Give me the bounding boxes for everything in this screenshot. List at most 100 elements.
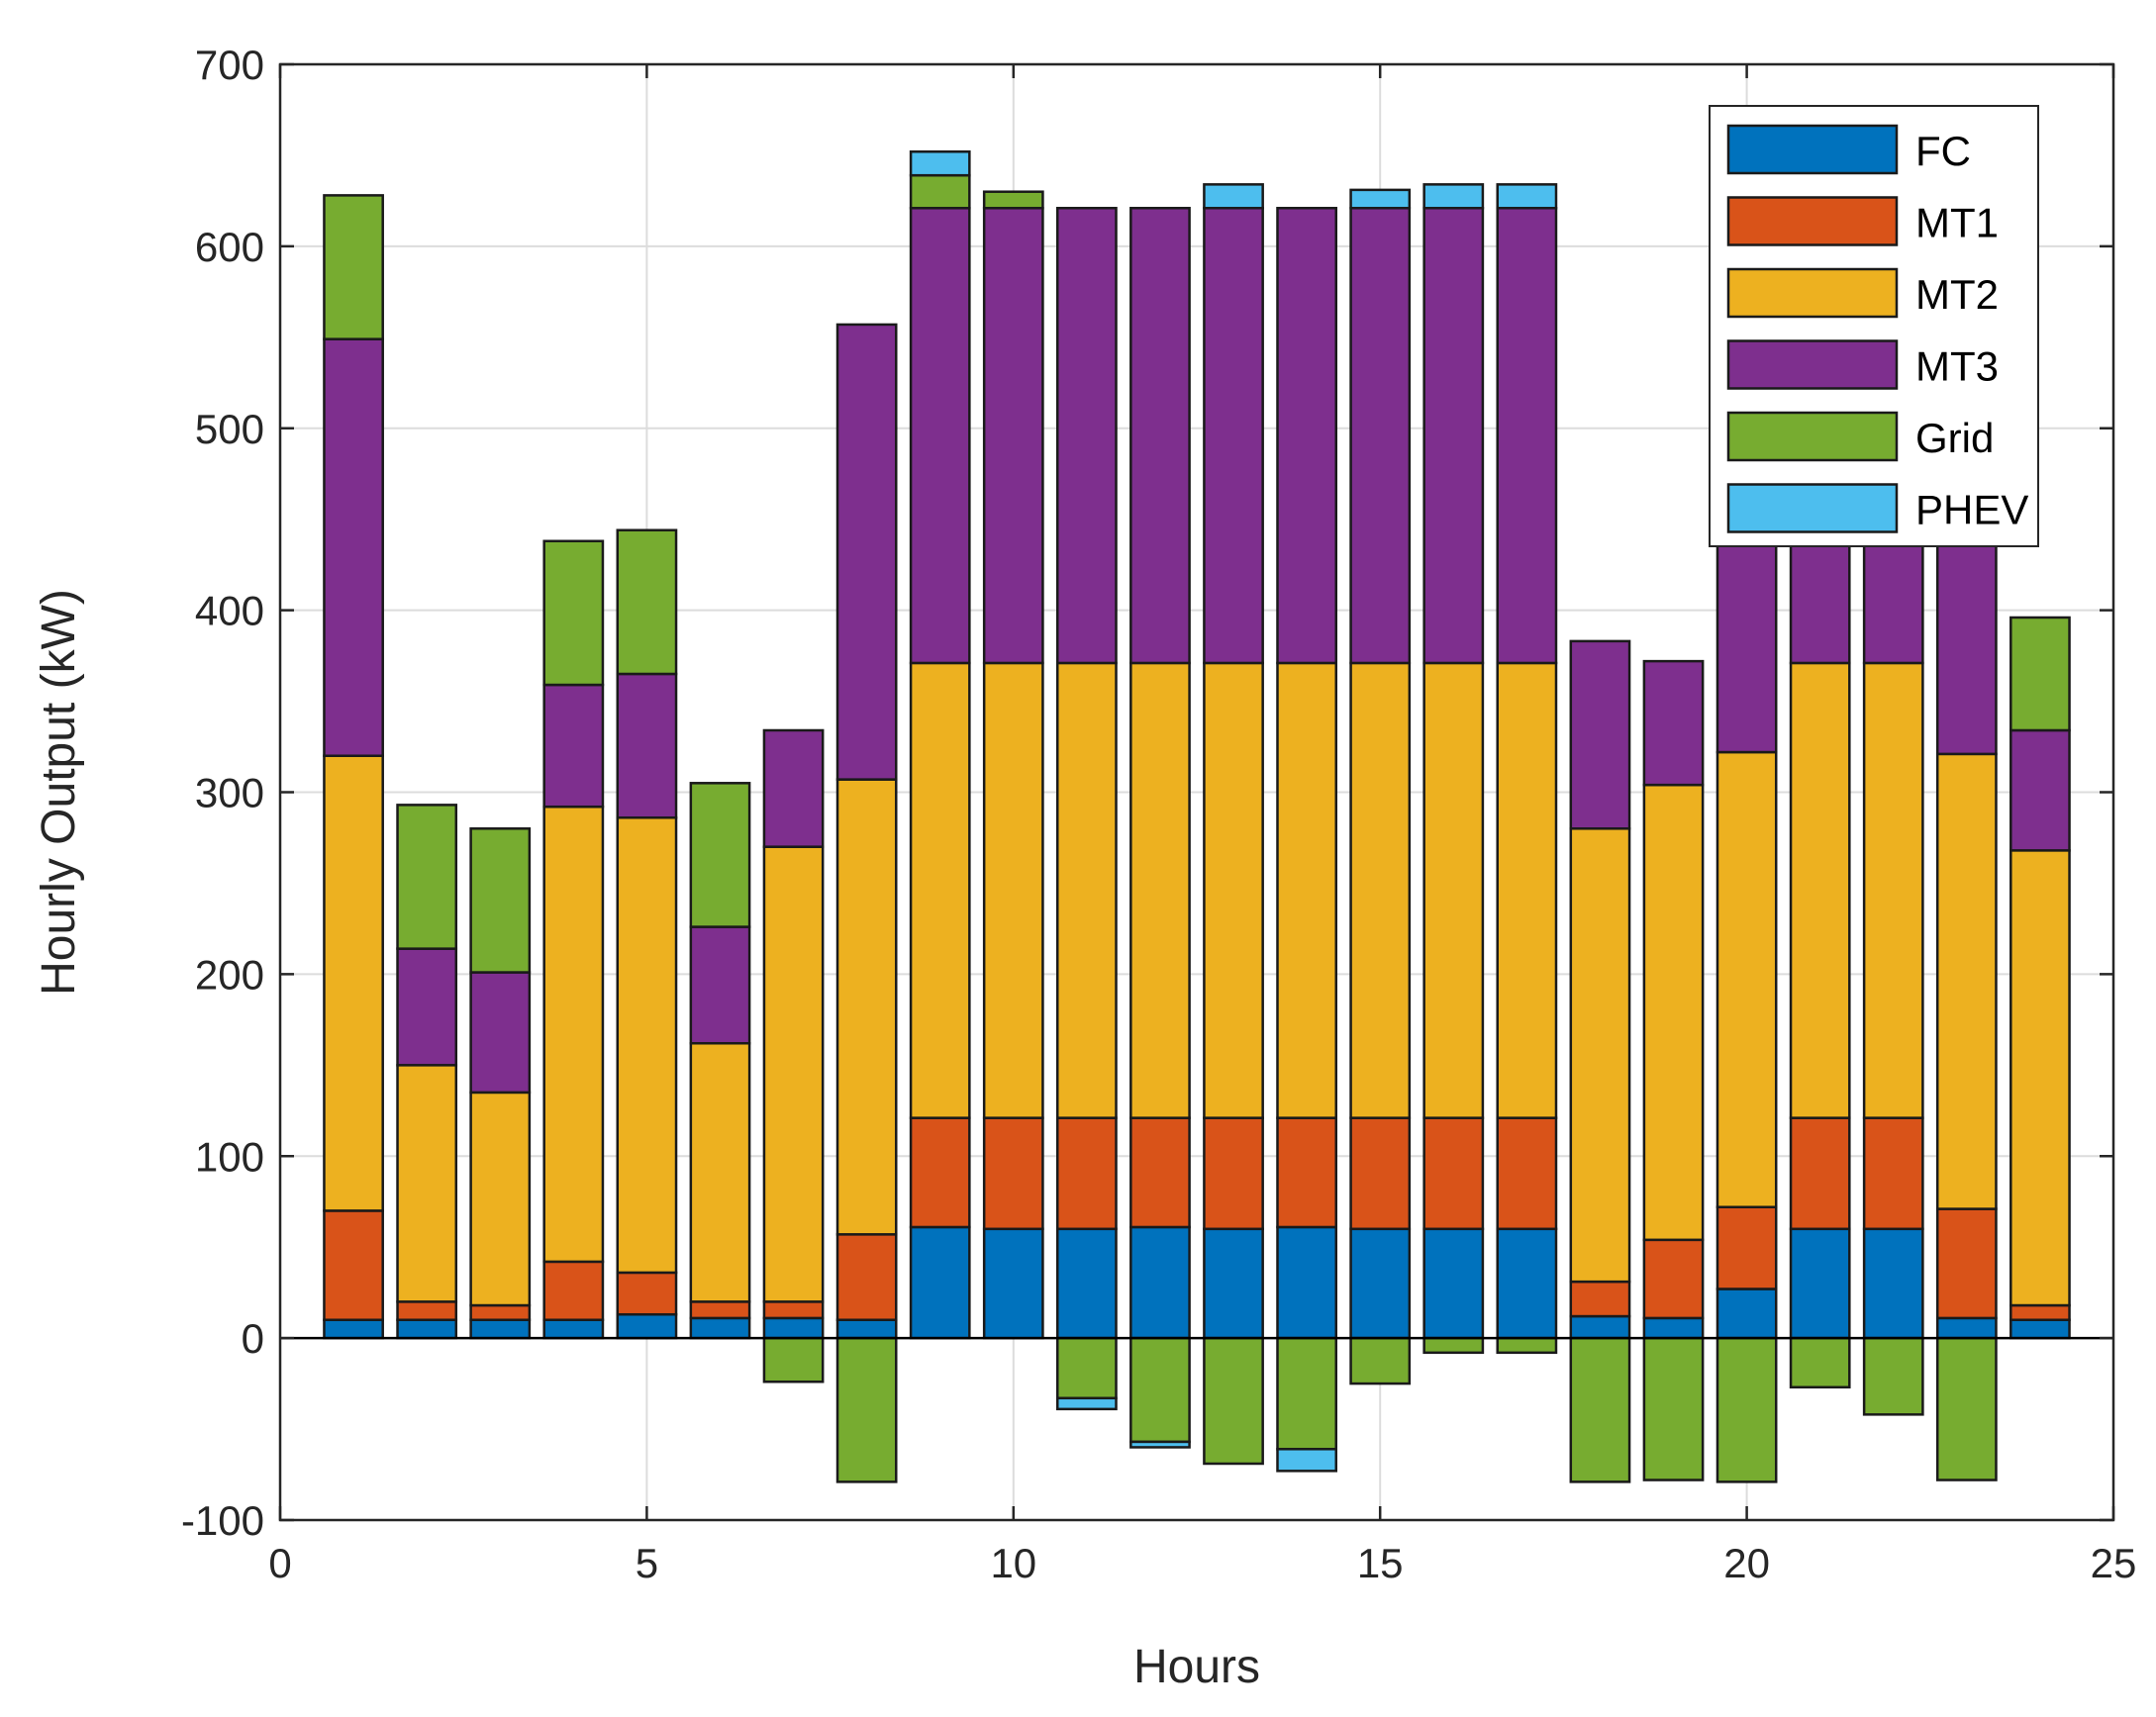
y-tick-label: 0 [242,1315,264,1362]
bar-grid-hour-24 [2009,616,2071,732]
legend-swatch-phev [1726,483,1899,533]
bar-fc-hour-11 [1055,1227,1118,1340]
bar-mt1-hour-23 [1935,1207,1998,1320]
bar-fc-hour-21 [1789,1227,1851,1340]
bar-fc-hour-5 [616,1312,678,1340]
bar-mt3-hour-14 [1276,207,1338,665]
bar-grid-hour-23 [1935,1336,1998,1481]
bar-grid-hour-4 [542,539,605,687]
bar-fc-hour-8 [835,1318,898,1340]
bar-mt3-hour-17 [1496,207,1558,665]
bar-mt2-hour-15 [1349,661,1412,1119]
bar-fc-hour-13 [1203,1227,1264,1340]
bar-grid-hour-2 [396,804,458,950]
bar-mt2-hour-22 [1862,661,1924,1119]
legend-swatch-mt3 [1726,339,1899,390]
bar-grid-hour-15 [1349,1336,1412,1385]
bar-grid-hour-7 [762,1336,825,1383]
bar-mt2-hour-2 [396,1064,458,1303]
bar-mt2-hour-7 [762,845,825,1303]
bar-mt2-hour-11 [1055,661,1118,1119]
bar-mt1-hour-1 [323,1209,384,1321]
legend-label-mt3: MT3 [1915,343,1999,390]
legend-label-fc: FC [1915,128,1971,174]
bar-mt2-hour-10 [982,661,1044,1119]
bar-mt1-hour-10 [982,1116,1044,1231]
bar-mt1-hour-9 [909,1116,971,1229]
bar-grid-hour-10 [982,190,1044,210]
bar-mt3-hour-1 [323,337,384,757]
bar-grid-hour-16 [1422,1336,1485,1355]
bar-mt2-hour-24 [2009,849,2071,1307]
bar-mt2-hour-3 [469,1091,532,1307]
bar-mt2-hour-20 [1715,750,1778,1208]
bar-mt1-hour-4 [542,1260,605,1321]
bar-mt2-hour-17 [1496,661,1558,1119]
bar-mt3-hour-3 [469,971,532,1095]
bar-mt3-hour-5 [616,672,678,819]
y-axis-title: Hourly Output (kW) [33,589,85,996]
bar-phev-hour-17 [1496,183,1558,210]
bar-grid-hour-21 [1789,1336,1851,1389]
bar-mt3-hour-12 [1129,207,1191,665]
bar-mt2-hour-8 [835,778,898,1236]
y-axis-ticks: -100 0 100 200 300 400 500 600 700 [181,42,2113,1544]
bar-fc-hour-14 [1276,1225,1338,1340]
bar-grid-hour-13 [1203,1336,1264,1466]
bar-phev-hour-13 [1203,183,1264,210]
bar-mt3-hour-16 [1422,207,1485,665]
legend-swatch-mt1 [1726,196,1899,246]
bar-phev-hour-16 [1422,183,1485,210]
bar-mt3-hour-15 [1349,207,1412,665]
bar-mt2-hour-18 [1569,827,1631,1284]
y-tick-label: 600 [195,224,264,270]
bar-mt1-hour-3 [469,1303,532,1321]
y-tick-label: 300 [195,770,264,816]
bar-grid-hour-12 [1129,1336,1191,1444]
bar-mt3-hour-18 [1569,639,1631,830]
bar-grid-hour-18 [1569,1336,1631,1483]
bar-mt3-hour-2 [396,947,458,1067]
bar-mt2-hour-1 [323,754,384,1212]
y-tick-label: -100 [181,1497,264,1544]
legend-label-mt1: MT1 [1915,200,1999,246]
bar-grid-hour-9 [909,173,971,210]
bar-fc-hour-20 [1715,1288,1778,1340]
bar-mt2-hour-5 [616,815,678,1275]
y-tick-label: 500 [195,406,264,452]
bar-mt1-hour-12 [1129,1116,1191,1229]
legend-swatch-fc [1726,124,1899,175]
bar-fc-hour-24 [2009,1318,2071,1340]
x-tick-label: 20 [1723,1540,1770,1586]
bar-fc-hour-10 [982,1227,1044,1340]
bar-mt1-hour-17 [1496,1116,1558,1231]
bar-fc-hour-1 [323,1318,384,1340]
legend-box [1709,105,2039,547]
bar-fc-hour-4 [542,1318,605,1340]
bar-mt2-hour-21 [1789,661,1851,1119]
bar-mt2-hour-13 [1203,661,1264,1119]
bar-mt1-hour-11 [1055,1116,1118,1231]
bar-phev-hour-15 [1349,188,1412,210]
bar-fc-hour-22 [1862,1227,1924,1340]
bar-mt3-hour-24 [2009,728,2071,852]
bar-mt3-hour-7 [762,728,825,848]
bar-mt2-hour-4 [542,805,605,1264]
bar-phev-hour-9 [909,150,971,177]
bar-mt1-hour-20 [1715,1205,1778,1290]
bar-mt3-hour-6 [689,925,751,1045]
bar-mt3-hour-8 [835,323,898,781]
bar-grid-hour-6 [689,782,751,928]
bar-mt1-hour-7 [762,1300,825,1320]
bar-fc-hour-15 [1349,1227,1412,1340]
bar-mt1-hour-24 [2009,1303,2071,1321]
bar-grid-hour-20 [1715,1336,1778,1483]
bar-mt1-hour-2 [396,1300,458,1321]
bar-mt3-hour-9 [909,207,971,665]
bar-fc-hour-16 [1422,1227,1485,1340]
legend-label-grid: Grid [1915,415,1994,461]
bar-mt2-hour-19 [1642,783,1705,1242]
bar-phev-hour-12 [1129,1440,1191,1449]
bar-mt1-hour-8 [835,1233,898,1321]
